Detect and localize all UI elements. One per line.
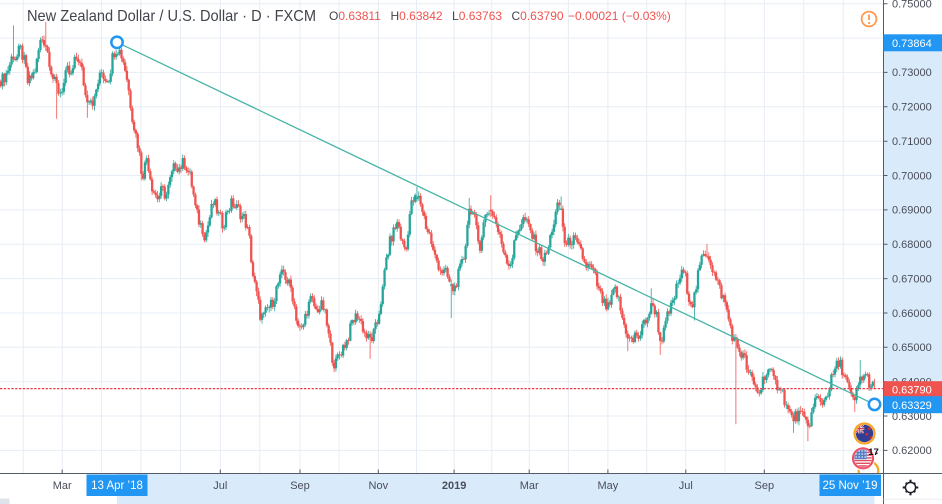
svg-text:New Zealand Dollar / U.S. Doll: New Zealand Dollar / U.S. Dollar · D · F… [27,8,316,25]
svg-text:13 Apr ’18: 13 Apr ’18 [91,480,143,492]
svg-text:0.71000: 0.71000 [892,136,932,148]
svg-text:0.63329: 0.63329 [892,400,932,412]
svg-text:0.68000: 0.68000 [892,239,932,251]
svg-text:L0.63763: L0.63763 [452,9,502,23]
svg-text:Sep: Sep [290,480,310,492]
svg-text:17: 17 [868,447,879,458]
svg-text:O0.63811: O0.63811 [329,9,381,23]
svg-text:Jul: Jul [213,480,227,492]
svg-text:Nov: Nov [369,480,389,492]
svg-text:0.73864: 0.73864 [892,38,932,50]
svg-text:2019: 2019 [442,480,466,492]
svg-text:−0.00021 (−0.03%): −0.00021 (−0.03%) [568,9,671,23]
svg-text:H0.63842: H0.63842 [391,9,443,23]
svg-text:0.69000: 0.69000 [892,205,932,217]
svg-text:0.63790: 0.63790 [892,384,932,396]
svg-text:0.72000: 0.72000 [892,102,932,114]
svg-text:0.63000: 0.63000 [892,411,932,423]
svg-text:25 Nov ’19: 25 Nov ’19 [823,480,878,492]
svg-text:0.73000: 0.73000 [892,67,932,79]
svg-text:C0.63790: C0.63790 [512,9,564,23]
svg-text:0.75000: 0.75000 [892,0,932,11]
svg-text:0.70000: 0.70000 [892,170,932,182]
svg-text:0.67000: 0.67000 [892,273,932,285]
svg-text:0.62000: 0.62000 [892,445,932,457]
svg-text:0.66000: 0.66000 [892,308,932,320]
svg-text:May: May [598,480,619,492]
svg-text:Jul: Jul [679,480,693,492]
svg-text:Mar: Mar [520,480,539,492]
svg-text:0.65000: 0.65000 [892,342,932,354]
svg-text:Sep: Sep [755,480,775,492]
svg-text:Mar: Mar [53,480,72,492]
